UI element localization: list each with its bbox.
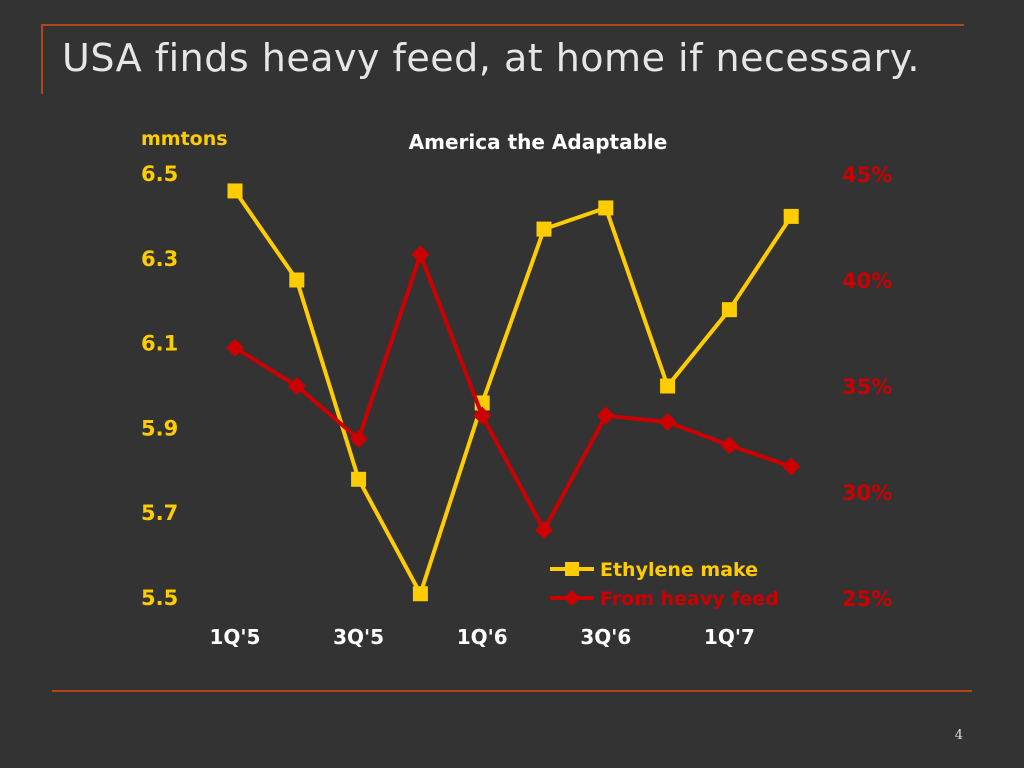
- chart-title: America the Adaptable: [409, 130, 668, 154]
- from-heavy-feed-point: [782, 457, 801, 476]
- x-axis-tick-label: 3Q'6: [580, 625, 631, 649]
- legend-label-ethylene-make: Ethylene make: [600, 559, 758, 581]
- x-axis-tick-label: 1Q'6: [457, 625, 508, 649]
- ethylene-make-point: [412, 586, 428, 602]
- title-frame-top-rule: [42, 24, 964, 26]
- x-axis-tick-label: 1Q'7: [704, 625, 755, 649]
- from-heavy-feed-point: [411, 245, 430, 264]
- title-frame-left-rule: [41, 24, 43, 94]
- right-axis-tick-label: 30%: [842, 481, 892, 505]
- left-axis-ticks: 6.5 6.3 6.1 5.9 5.7 5.5: [141, 162, 178, 610]
- right-axis-tick-label: 35%: [842, 375, 892, 399]
- ethylene-make-point: [660, 378, 676, 394]
- left-axis-tick-label: 5.9: [141, 416, 178, 440]
- left-axis-tick-label: 6.5: [141, 162, 178, 186]
- left-axis-tick-label: 6.1: [141, 332, 178, 356]
- from-heavy-feed-point: [658, 413, 677, 432]
- legend-label-from-heavy-feed: From heavy feed: [600, 588, 779, 610]
- left-axis-tick-label: 6.3: [141, 247, 178, 271]
- footer-rule: [52, 690, 972, 692]
- x-axis-tick-label: 1Q'5: [210, 625, 261, 649]
- ethylene-make-point: [289, 272, 305, 288]
- from-heavy-feed-point: [473, 406, 492, 425]
- from-heavy-feed-point: [720, 436, 739, 455]
- left-axis-tick-label: 5.7: [141, 501, 178, 525]
- from-heavy-feed-point: [287, 377, 306, 395]
- legend-swatch-marker-from-heavy-feed: [564, 590, 580, 606]
- right-axis-tick-label: 25%: [842, 587, 892, 611]
- ethylene-make-point: [721, 302, 737, 318]
- from-heavy-feed-point: [596, 406, 615, 425]
- ethylene-make-point: [598, 200, 614, 216]
- page-number: 4: [954, 728, 963, 743]
- x-axis-tick-label: 3Q'5: [333, 625, 384, 649]
- left-axis-unit-label: mmtons: [141, 128, 228, 150]
- from-heavy-feed-point: [349, 430, 368, 448]
- right-axis-tick-label: 45%: [842, 163, 892, 187]
- from-heavy-feed-line: [233, 252, 792, 533]
- ethylene-make-point: [351, 471, 367, 487]
- right-axis-tick-label: 40%: [842, 269, 892, 293]
- ethylene-make-line: [233, 189, 793, 596]
- legend-swatch-marker-ethylene-make: [565, 562, 579, 576]
- from-heavy-feed-point: [226, 338, 244, 357]
- ethylene-make-point: [227, 183, 243, 199]
- ethylene-make-point: [536, 221, 552, 237]
- left-axis-tick-label: 5.5: [141, 586, 178, 610]
- slide-title: USA finds heavy feed, at home if necessa…: [62, 36, 920, 80]
- series-layer: [226, 183, 801, 602]
- ethylene-make-point: [783, 208, 799, 224]
- from-heavy-feed-point: [535, 521, 553, 540]
- right-axis-ticks: 45% 40% 35% 30% 25%: [842, 163, 892, 611]
- legend: Ethylene make From heavy feed: [550, 559, 779, 610]
- x-axis-ticks: 1Q'5 3Q'5 1Q'6 3Q'6 1Q'7: [210, 625, 755, 649]
